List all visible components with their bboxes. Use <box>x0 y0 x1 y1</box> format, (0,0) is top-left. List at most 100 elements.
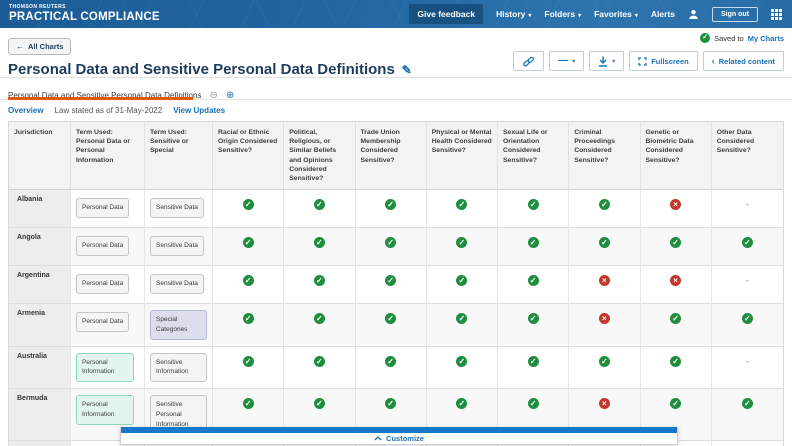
law-stated-text: Law stated as of 31-May-2022 <box>54 106 163 115</box>
download-button[interactable]: ▾ <box>589 51 625 71</box>
my-charts-link[interactable]: My Charts <box>747 33 784 43</box>
term-cell: Personal Data <box>71 266 145 305</box>
view-options-button[interactable]: — ▾ <box>549 51 585 71</box>
nav-item-label: Give feedback <box>417 9 476 19</box>
link-icon <box>523 56 535 66</box>
value-cell: × <box>569 304 641 347</box>
tab-personal-data-definitions[interactable]: Personal Data and Sensitive Personal Dat… <box>8 89 235 101</box>
dash-value: - <box>746 200 749 210</box>
customize-drawer[interactable]: Customize <box>120 427 678 445</box>
nav-item-favorites[interactable]: Favorites ▾ <box>594 9 638 19</box>
term-chip: Special Categories <box>150 310 207 340</box>
active-tab-indicator <box>8 97 193 100</box>
term-chip: Personal Information <box>76 352 134 383</box>
check-icon: ✓ <box>313 398 325 410</box>
nav-item-give-feedback[interactable]: Give feedback <box>409 4 484 24</box>
value-cell: ✓ <box>711 389 783 442</box>
check-icon: ✓ <box>456 398 468 410</box>
term-chip: Sensitive Data <box>150 236 204 256</box>
column-header-8: Criminal Proceedings Considered Sensitiv… <box>569 122 641 191</box>
all-charts-back-button[interactable]: ← All Charts <box>8 38 72 55</box>
term-chip: Sensitive Information <box>150 352 207 383</box>
minus-icon: — <box>558 55 569 66</box>
customize-drawer-handle[interactable] <box>121 427 677 433</box>
saved-to-label: Saved to <box>714 33 744 43</box>
share-link-button[interactable] <box>513 51 545 71</box>
chevron-up-icon <box>374 436 382 441</box>
practical-compliance-logo[interactable]: THOMSON REUTERS PRACTICAL COMPLIANCE <box>9 4 160 24</box>
nav-item-label: Favorites <box>594 9 632 19</box>
check-icon: ✓ <box>456 275 468 287</box>
chevron-down-icon: ▾ <box>528 12 532 19</box>
term-cell: Personal Data <box>71 228 145 267</box>
fullscreen-button[interactable]: Fullscreen <box>629 51 698 71</box>
chart-meta-row: Overview Law stated as of 31-May-2022 Vi… <box>0 100 792 121</box>
value-cell: ✓ <box>213 304 285 347</box>
column-header-2: Term Used: Sensitive or Special <box>145 122 213 191</box>
nav-item-label: Alerts <box>650 9 675 19</box>
value-cell: ✓ <box>498 266 570 305</box>
column-header-4: Political, Religious, or Similar Beliefs… <box>284 122 356 191</box>
nav-item-label: History <box>496 9 526 19</box>
chevron-down-icon: ▾ <box>578 12 582 19</box>
check-icon: ✓ <box>527 275 539 287</box>
cross-icon: × <box>670 199 682 211</box>
value-cell: ✓ <box>640 304 712 347</box>
related-content-label: Related content <box>718 56 775 66</box>
column-header-0: Jurisdiction <box>9 122 71 191</box>
value-cell: ✓ <box>355 228 427 267</box>
check-icon: ✓ <box>527 313 539 325</box>
cross-icon: × <box>598 398 610 410</box>
term-chip: Personal Data <box>76 236 130 256</box>
check-icon: ✓ <box>385 313 397 325</box>
check-icon: ✓ <box>385 398 397 410</box>
add-tab-icon[interactable]: ⊕ <box>225 89 235 101</box>
check-icon: ✓ <box>456 199 468 211</box>
nav-item-alerts[interactable]: Alerts <box>651 9 675 19</box>
customize-label: Customize <box>386 434 424 443</box>
apps-grid-icon[interactable] <box>771 8 782 20</box>
chart-actions: — ▾ ▾ Fullscreen ‹ Related content <box>513 51 784 71</box>
page-title-text: Personal Data and Sensitive Personal Dat… <box>8 61 395 78</box>
download-icon <box>599 56 608 67</box>
column-header-7: Sexual Life or Orientation Considered Se… <box>498 122 570 191</box>
cross-icon: × <box>598 275 610 287</box>
nav-item-label: Folders <box>544 9 576 19</box>
chevron-left-icon: ‹ <box>711 56 715 66</box>
related-content-button[interactable]: ‹ Related content <box>702 51 784 71</box>
check-icon: ✓ <box>456 355 468 367</box>
view-updates-link[interactable]: View Updates <box>173 106 226 115</box>
column-header-3: Racial or Ethnic Origin Considered Sensi… <box>213 122 285 191</box>
check-icon: ✓ <box>242 313 254 325</box>
user-profile-icon[interactable] <box>688 9 699 20</box>
jurisdiction-cell: Bermuda <box>9 389 71 442</box>
check-icon: ✓ <box>670 237 682 249</box>
sign-out-button[interactable]: Sign out <box>712 6 758 22</box>
check-icon: ✓ <box>385 275 397 287</box>
edit-title-pencil-icon[interactable]: ✎ <box>401 62 412 77</box>
column-header-5: Trade Union Membership Considered Sensit… <box>355 122 427 191</box>
value-cell: ✓ <box>426 190 498 229</box>
value-cell: ✓ <box>569 190 641 229</box>
definitions-table: Jurisdiction Term Used: Personal Data or … <box>8 121 784 446</box>
column-header-1: Term Used: Personal Data or Personal Inf… <box>71 122 145 191</box>
overview-link[interactable]: Overview <box>8 106 44 115</box>
nav-item-history[interactable]: History ▾ <box>496 9 531 19</box>
value-cell: ✓ <box>569 346 641 390</box>
nav-item-folders[interactable]: Folders ▾ <box>544 9 581 19</box>
value-cell: ✓ <box>284 304 356 347</box>
value-cell: ✓ <box>355 304 427 347</box>
check-icon: ✓ <box>741 313 753 325</box>
page-title: Personal Data and Sensitive Personal Dat… <box>8 61 784 78</box>
remove-tab-icon[interactable]: ⊖ <box>209 89 218 101</box>
value-cell: ✓ <box>355 190 427 229</box>
table-header-row: Jurisdiction Term Used: Personal Data or … <box>9 122 783 191</box>
value-cell: × <box>640 190 712 229</box>
value-cell: ✓ <box>213 346 285 390</box>
check-icon: ✓ <box>527 199 539 211</box>
chart-tabs: Personal Data and Sensitive Personal Dat… <box>0 78 792 100</box>
all-charts-label: All Charts <box>28 42 64 51</box>
saved-check-icon: ✓ <box>700 33 711 43</box>
value-cell: ✓ <box>426 304 498 347</box>
nav-items: Give feedback History ▾ Folders ▾ Favorites ▾ A… <box>409 4 675 24</box>
